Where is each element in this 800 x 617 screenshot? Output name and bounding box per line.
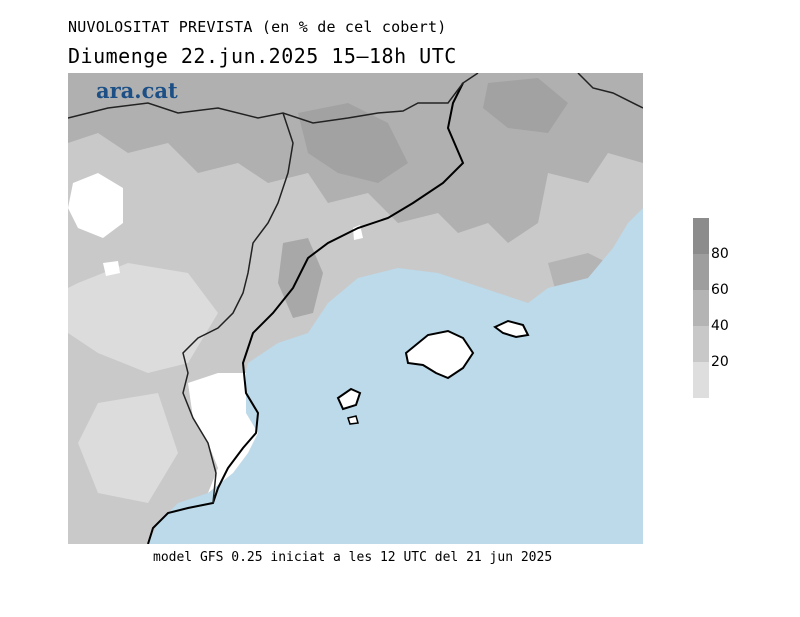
island-formentera <box>347 415 359 425</box>
cloud-cover-map <box>68 73 643 544</box>
island-mallorca <box>404 329 475 380</box>
region-border <box>182 112 294 504</box>
legend-swatch-40 <box>693 326 709 362</box>
island-menorca <box>493 319 530 339</box>
ara-cat-logo[interactable]: ara.cat <box>96 78 178 103</box>
model-footer: model GFS 0.25 iniciat a les 12 UTC del … <box>153 550 553 565</box>
color-legend <box>693 218 709 398</box>
cloud-patch-light <box>68 263 218 373</box>
cloud-patch-dense <box>298 103 408 183</box>
legend-label-20: 20 <box>711 354 729 370</box>
legend-label-60: 60 <box>711 282 729 298</box>
clear-patch <box>188 373 258 493</box>
map-subtitle: Diumenge 22.jun.2025 15–18h UTC <box>68 44 457 68</box>
clear-patch <box>103 261 120 276</box>
sea-area <box>148 208 643 544</box>
legend-swatch-20 <box>693 362 709 398</box>
region-border <box>68 73 479 124</box>
legend-label-80: 80 <box>711 246 729 262</box>
cloud-patch-light <box>78 393 178 503</box>
legend-label-40: 40 <box>711 318 729 334</box>
region-border <box>577 73 643 109</box>
legend-swatch-top <box>693 218 709 254</box>
legend-swatch-80 <box>693 254 709 290</box>
cloud-patch-dense <box>483 78 568 133</box>
legend-swatch-60 <box>693 290 709 326</box>
island-eivissa <box>336 387 362 411</box>
cloud-patch-dense <box>278 238 323 318</box>
clear-patch <box>68 173 123 238</box>
map-title: NUVOLOSITAT PREVISTA (en % de cel cobert… <box>68 18 447 36</box>
